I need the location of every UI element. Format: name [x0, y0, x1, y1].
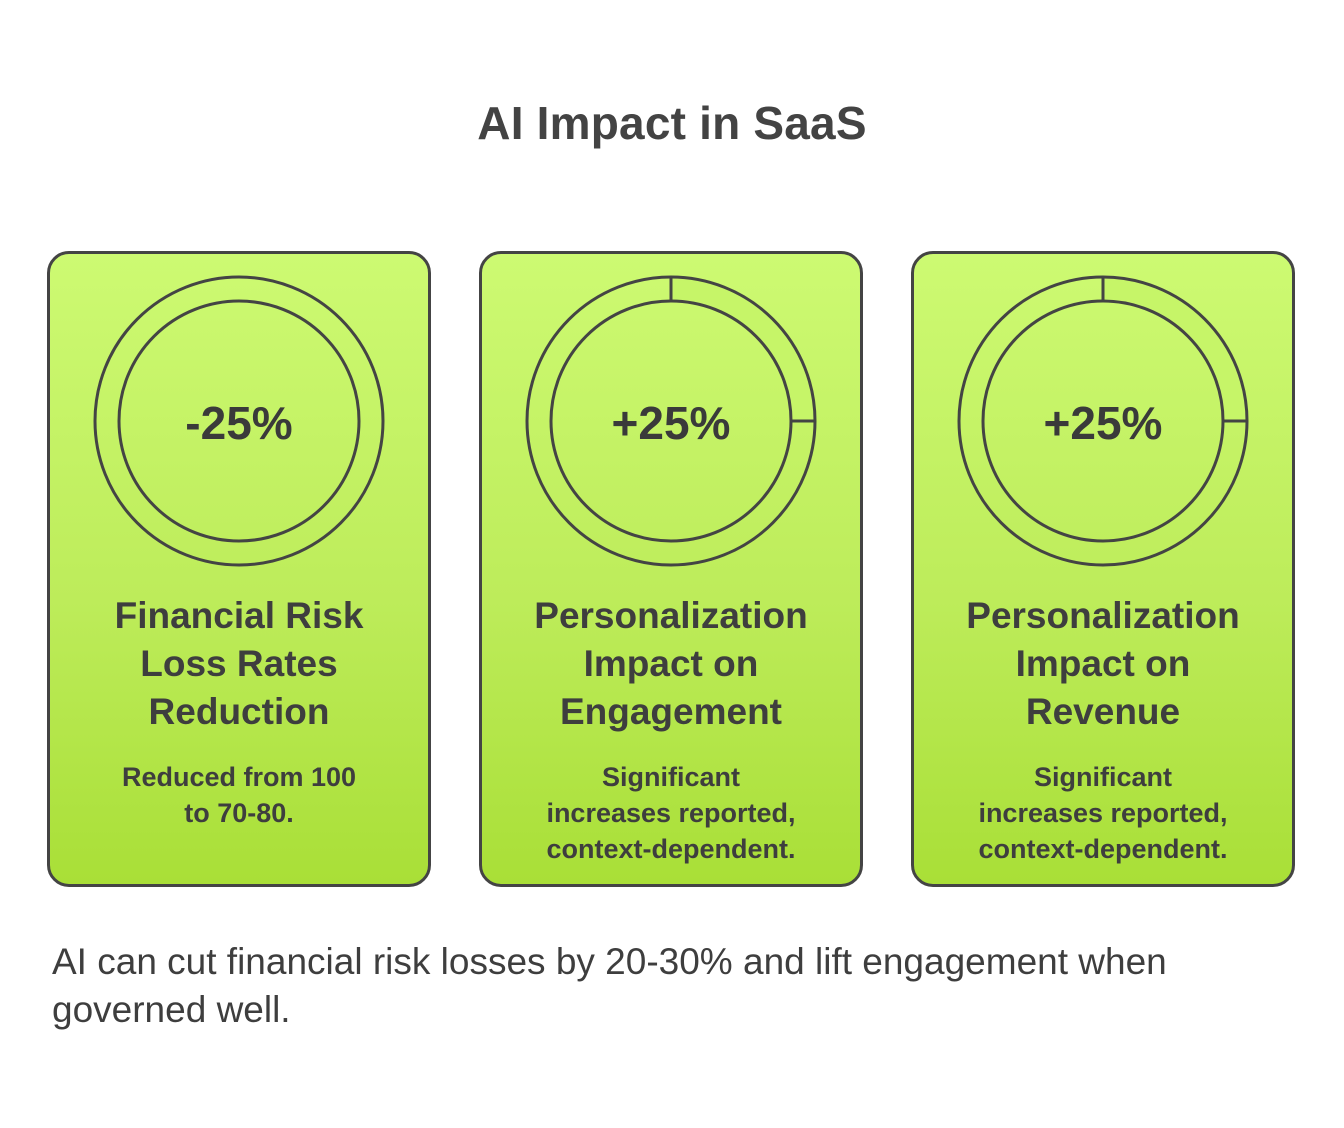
heading-line: Engagement	[559, 691, 783, 732]
card-personalization-revenue: +25% Personalization Impact on Revenue S…	[911, 251, 1295, 887]
summary-caption: AI can cut financial risk losses by 20-3…	[52, 941, 1167, 1030]
progress-arc	[671, 277, 815, 421]
description-line: context-dependent.	[978, 834, 1228, 864]
description-line: increases reported,	[978, 798, 1228, 828]
card-description: Significant increases reported, context-…	[928, 759, 1278, 867]
description-line: Reduced from 100	[121, 762, 357, 792]
progress-ring	[525, 275, 817, 567]
heading-line: Loss Rates	[140, 643, 338, 684]
card-heading: Personalization Impact on Engagement	[492, 592, 850, 736]
description-line: increases reported,	[546, 798, 796, 828]
ring-inner-circle	[117, 299, 361, 543]
infographic-title: AI Impact in SaaS	[477, 97, 867, 149]
heading-line: Financial Risk	[114, 595, 364, 636]
progress-ring	[957, 275, 1249, 567]
description-line: Significant	[1033, 762, 1172, 792]
ring-inner-circle	[981, 299, 1225, 543]
description-line: to 70-80.	[184, 798, 294, 828]
ring-outer-circle	[93, 275, 385, 567]
card-value: +25%	[1043, 397, 1163, 449]
ring-inner-circle	[549, 299, 793, 543]
progress-ring	[93, 275, 385, 567]
heading-line: Personalization	[966, 595, 1240, 636]
heading-line: Impact on	[583, 643, 759, 684]
card-value: +25%	[611, 397, 731, 449]
progress-arc	[1103, 277, 1247, 421]
heading-line: Personalization	[534, 595, 808, 636]
description-line: context-dependent.	[546, 834, 796, 864]
card-heading: Financial Risk Loss Rates Reduction	[60, 592, 418, 736]
heading-line: Revenue	[1025, 691, 1181, 732]
card-value: -25%	[185, 397, 293, 449]
card-description: Significant increases reported, context-…	[496, 759, 846, 867]
card-financial-risk: -25% Financial Risk Loss Rates Reduction…	[47, 251, 431, 887]
card-description: Reduced from 100 to 70-80.	[64, 759, 414, 831]
heading-line: Reduction	[148, 691, 330, 732]
heading-line: Impact on	[1015, 643, 1191, 684]
ring-outer-circle	[957, 275, 1249, 567]
card-heading: Personalization Impact on Revenue	[924, 592, 1282, 736]
card-personalization-engagement: +25% Personalization Impact on Engagemen…	[479, 251, 863, 887]
ring-outer-circle	[525, 275, 817, 567]
description-line: Significant	[601, 762, 740, 792]
